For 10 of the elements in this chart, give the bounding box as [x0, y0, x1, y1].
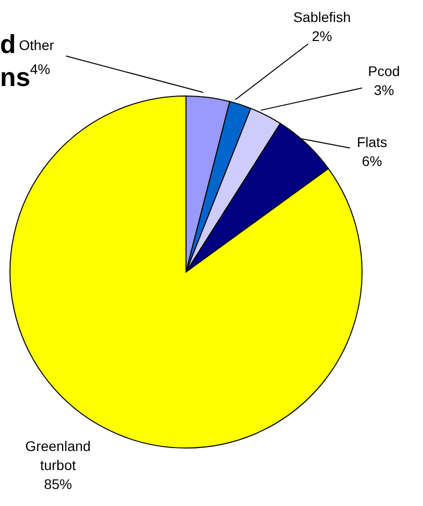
slice-label: Other	[19, 37, 54, 53]
data-label: 2%	[312, 28, 332, 44]
data-label: 6%	[362, 153, 382, 169]
slice-label: Greenland turbot	[25, 438, 91, 473]
slice-label: Pcod	[368, 63, 400, 79]
slice-label: Flats	[356, 134, 388, 150]
data-label: 4%	[30, 61, 50, 77]
slice-label: Sablefish	[293, 9, 351, 25]
data-label: 85%	[44, 476, 72, 492]
data-label: 3%	[374, 82, 394, 98]
